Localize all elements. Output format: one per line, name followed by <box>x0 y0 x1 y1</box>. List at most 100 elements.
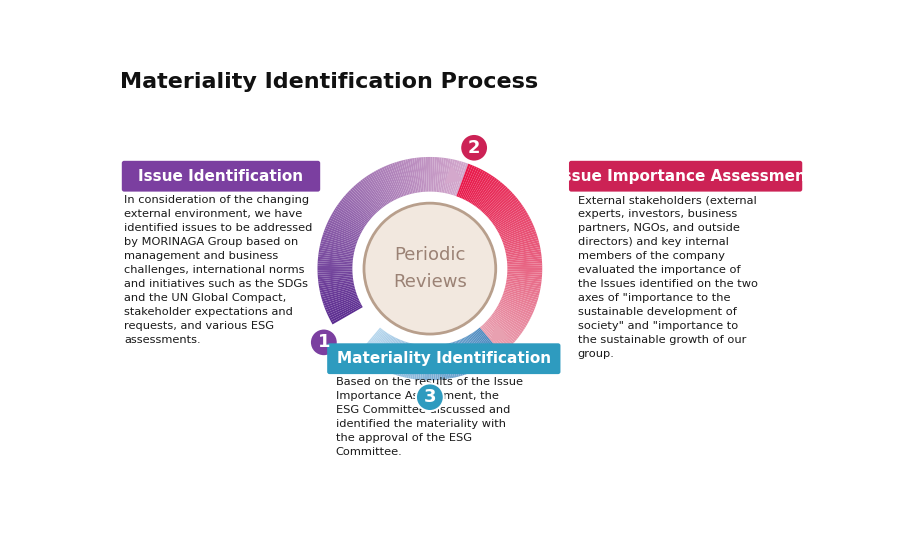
Polygon shape <box>462 338 477 371</box>
Polygon shape <box>507 274 542 280</box>
Polygon shape <box>326 224 359 239</box>
Polygon shape <box>361 329 383 358</box>
Polygon shape <box>466 336 484 367</box>
Polygon shape <box>438 345 444 380</box>
Polygon shape <box>472 175 493 205</box>
Polygon shape <box>319 279 354 286</box>
Polygon shape <box>498 304 530 322</box>
Polygon shape <box>375 170 393 201</box>
Polygon shape <box>503 293 536 307</box>
Polygon shape <box>382 167 398 199</box>
Circle shape <box>416 384 444 411</box>
Polygon shape <box>321 288 356 299</box>
Polygon shape <box>408 159 416 193</box>
Polygon shape <box>441 345 447 379</box>
Polygon shape <box>494 206 525 227</box>
Polygon shape <box>318 276 353 281</box>
Polygon shape <box>504 291 537 302</box>
Polygon shape <box>337 204 366 225</box>
Polygon shape <box>503 231 536 244</box>
Polygon shape <box>320 247 354 256</box>
Polygon shape <box>457 340 472 373</box>
Polygon shape <box>374 335 392 366</box>
Polygon shape <box>364 331 385 360</box>
Polygon shape <box>503 233 537 246</box>
Polygon shape <box>414 158 420 193</box>
Polygon shape <box>438 158 444 192</box>
Polygon shape <box>374 171 392 202</box>
Polygon shape <box>325 226 358 240</box>
Polygon shape <box>487 193 515 218</box>
Text: Based on the results of the Issue
Importance Assessment, the
ESG Committee discu: Based on the results of the Issue Import… <box>336 377 523 457</box>
Polygon shape <box>495 208 526 228</box>
FancyBboxPatch shape <box>569 161 802 192</box>
Polygon shape <box>481 325 506 352</box>
Polygon shape <box>436 157 442 192</box>
Polygon shape <box>356 182 381 210</box>
Polygon shape <box>319 250 354 257</box>
Polygon shape <box>379 337 396 369</box>
Polygon shape <box>461 166 477 199</box>
Polygon shape <box>392 162 405 196</box>
Polygon shape <box>506 245 540 253</box>
Polygon shape <box>352 187 377 214</box>
Polygon shape <box>490 197 518 221</box>
Polygon shape <box>384 339 400 371</box>
Polygon shape <box>320 241 355 251</box>
Polygon shape <box>503 292 537 305</box>
Polygon shape <box>403 160 413 194</box>
Polygon shape <box>428 345 430 380</box>
Polygon shape <box>508 261 542 265</box>
Polygon shape <box>497 307 527 326</box>
Polygon shape <box>321 239 356 250</box>
Polygon shape <box>482 324 508 351</box>
FancyBboxPatch shape <box>328 343 561 374</box>
Polygon shape <box>365 176 387 206</box>
Polygon shape <box>407 344 415 378</box>
Polygon shape <box>472 332 492 362</box>
Polygon shape <box>445 344 454 378</box>
Polygon shape <box>328 218 361 235</box>
Polygon shape <box>469 335 488 365</box>
Polygon shape <box>507 254 542 260</box>
Polygon shape <box>322 290 356 302</box>
Polygon shape <box>381 338 397 370</box>
Polygon shape <box>467 171 485 202</box>
Polygon shape <box>348 190 374 216</box>
Polygon shape <box>318 273 353 277</box>
Text: In consideration of the changing
external environment, we have
identified issues: In consideration of the changing externa… <box>124 195 312 345</box>
Polygon shape <box>372 172 391 203</box>
Polygon shape <box>506 281 541 289</box>
Polygon shape <box>456 341 470 373</box>
Polygon shape <box>447 343 457 377</box>
Polygon shape <box>467 335 486 366</box>
Text: 1: 1 <box>318 334 330 351</box>
Polygon shape <box>484 322 510 348</box>
Polygon shape <box>399 161 410 195</box>
Polygon shape <box>453 342 464 376</box>
Polygon shape <box>471 174 491 204</box>
Polygon shape <box>478 329 500 357</box>
Polygon shape <box>451 342 463 376</box>
Polygon shape <box>346 194 373 218</box>
Polygon shape <box>325 296 358 310</box>
Polygon shape <box>499 216 530 234</box>
Polygon shape <box>504 238 538 249</box>
Polygon shape <box>507 278 542 284</box>
Polygon shape <box>319 281 354 288</box>
Polygon shape <box>369 341 387 358</box>
Polygon shape <box>330 216 362 233</box>
Polygon shape <box>488 195 516 219</box>
Polygon shape <box>423 157 427 192</box>
Polygon shape <box>439 345 446 379</box>
Polygon shape <box>346 192 374 217</box>
Polygon shape <box>443 159 451 193</box>
Polygon shape <box>508 270 542 273</box>
Polygon shape <box>473 332 494 361</box>
Text: 3: 3 <box>424 388 436 406</box>
Polygon shape <box>473 176 495 206</box>
Polygon shape <box>372 335 392 365</box>
Polygon shape <box>336 206 365 226</box>
Polygon shape <box>507 279 541 286</box>
Polygon shape <box>322 292 356 304</box>
